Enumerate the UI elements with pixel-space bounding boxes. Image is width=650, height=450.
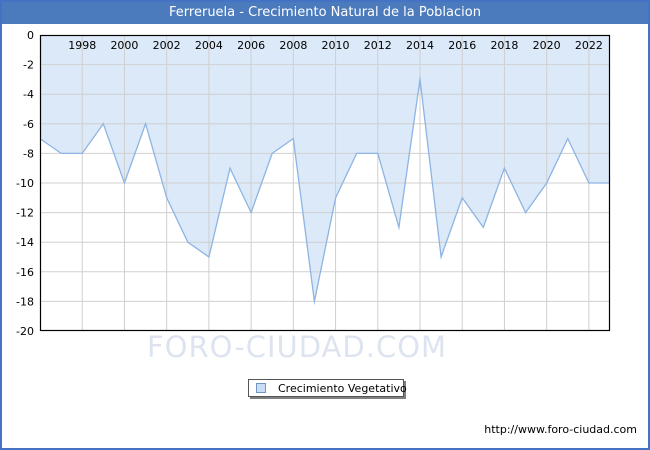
legend: Crecimiento Vegetativo: [248, 379, 407, 397]
svg-text:-2: -2: [23, 59, 34, 72]
svg-text:2008: 2008: [279, 39, 307, 52]
svg-text:-18: -18: [16, 295, 34, 308]
svg-text:2010: 2010: [322, 39, 350, 52]
svg-text:2022: 2022: [575, 39, 603, 52]
svg-text:1998: 1998: [68, 39, 96, 52]
svg-text:2018: 2018: [490, 39, 518, 52]
svg-text:-16: -16: [16, 266, 34, 279]
svg-text:2000: 2000: [110, 39, 138, 52]
footer-url: http://www.foro-ciudad.com: [484, 423, 637, 436]
svg-text:2012: 2012: [364, 39, 392, 52]
svg-text:2020: 2020: [533, 39, 561, 52]
svg-text:-14: -14: [16, 236, 34, 249]
svg-text:2006: 2006: [237, 39, 265, 52]
chart-title: Ferreruela - Crecimiento Natural de la P…: [2, 2, 648, 24]
svg-text:-6: -6: [23, 118, 34, 131]
svg-text:2004: 2004: [195, 39, 223, 52]
svg-text:-12: -12: [16, 207, 34, 220]
svg-text:-20: -20: [16, 325, 34, 338]
svg-text:2014: 2014: [406, 39, 434, 52]
legend-label: Crecimiento Vegetativo: [278, 381, 407, 395]
svg-text:-10: -10: [16, 177, 34, 190]
svg-text:-8: -8: [23, 147, 34, 160]
legend-swatch-icon: [256, 383, 266, 393]
svg-text:0: 0: [27, 29, 34, 42]
svg-text:2002: 2002: [153, 39, 181, 52]
svg-text:-4: -4: [23, 88, 34, 101]
svg-text:2016: 2016: [448, 39, 476, 52]
